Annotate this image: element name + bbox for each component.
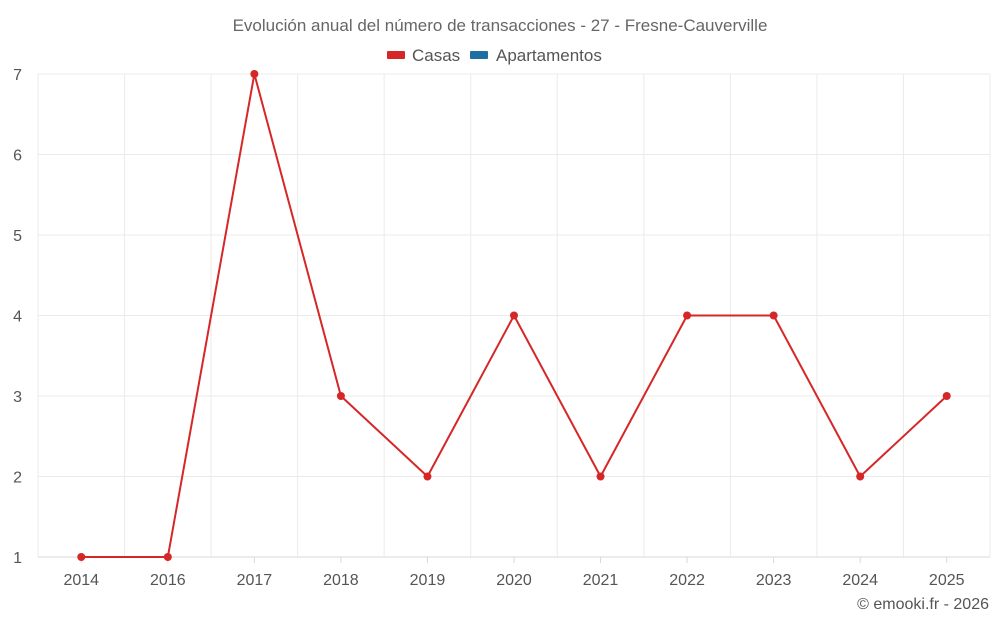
- data-point[interactable]: [250, 70, 259, 78]
- grid: [37, 73, 991, 557]
- y-tick-label: 3: [13, 389, 22, 406]
- legend-item-apartamentos[interactable]: Apartamentos: [470, 46, 602, 65]
- chart-credit: © emooki.fr - 2026: [857, 596, 989, 613]
- x-tick-label: 2024: [842, 572, 878, 589]
- y-axis: 1 2 3 4 5 6 7: [13, 67, 22, 567]
- data-point[interactable]: [683, 311, 692, 320]
- x-tick-label: 2020: [496, 572, 532, 589]
- legend-label: Apartamentos: [496, 46, 602, 65]
- x-tick-label: 2022: [669, 572, 705, 589]
- y-tick-label: 2: [13, 470, 22, 487]
- x-axis: 2014 2016 2017 2018 2019 2020 2021 2022 2023 2024…: [38, 556, 990, 589]
- legend-swatch: [387, 51, 405, 59]
- data-point[interactable]: [596, 472, 605, 481]
- y-tick-label: 1: [13, 550, 22, 567]
- chart-title: Evolución anual del número de transaccio…: [233, 16, 768, 35]
- y-tick-label: 6: [13, 148, 22, 165]
- x-tick-label: 2021: [583, 572, 619, 589]
- y-tick-label: 5: [13, 228, 22, 245]
- data-point[interactable]: [769, 311, 778, 320]
- x-tick-label: 2014: [63, 572, 99, 589]
- legend-swatch: [470, 51, 488, 59]
- legend-item-casas[interactable]: Casas: [387, 46, 460, 65]
- legend-label: Casas: [412, 46, 460, 65]
- x-tick-label: 2017: [237, 572, 273, 589]
- y-tick-label: 7: [13, 67, 22, 84]
- x-tick-label: 2019: [410, 572, 446, 589]
- x-tick-label: 2023: [756, 572, 792, 589]
- data-point[interactable]: [163, 553, 172, 561]
- data-point[interactable]: [77, 553, 86, 561]
- data-point[interactable]: [942, 392, 951, 400]
- data-point[interactable]: [510, 311, 518, 320]
- x-tick-label: 2016: [150, 572, 186, 589]
- series-layer: [77, 70, 951, 561]
- legend[interactable]: Casas Apartamentos: [387, 46, 602, 65]
- x-tick-label: 2025: [929, 572, 965, 589]
- data-point[interactable]: [856, 472, 865, 481]
- x-tick-label: 2018: [323, 572, 359, 589]
- data-point[interactable]: [336, 392, 345, 400]
- data-point[interactable]: [423, 472, 432, 481]
- y-tick-label: 4: [13, 309, 22, 326]
